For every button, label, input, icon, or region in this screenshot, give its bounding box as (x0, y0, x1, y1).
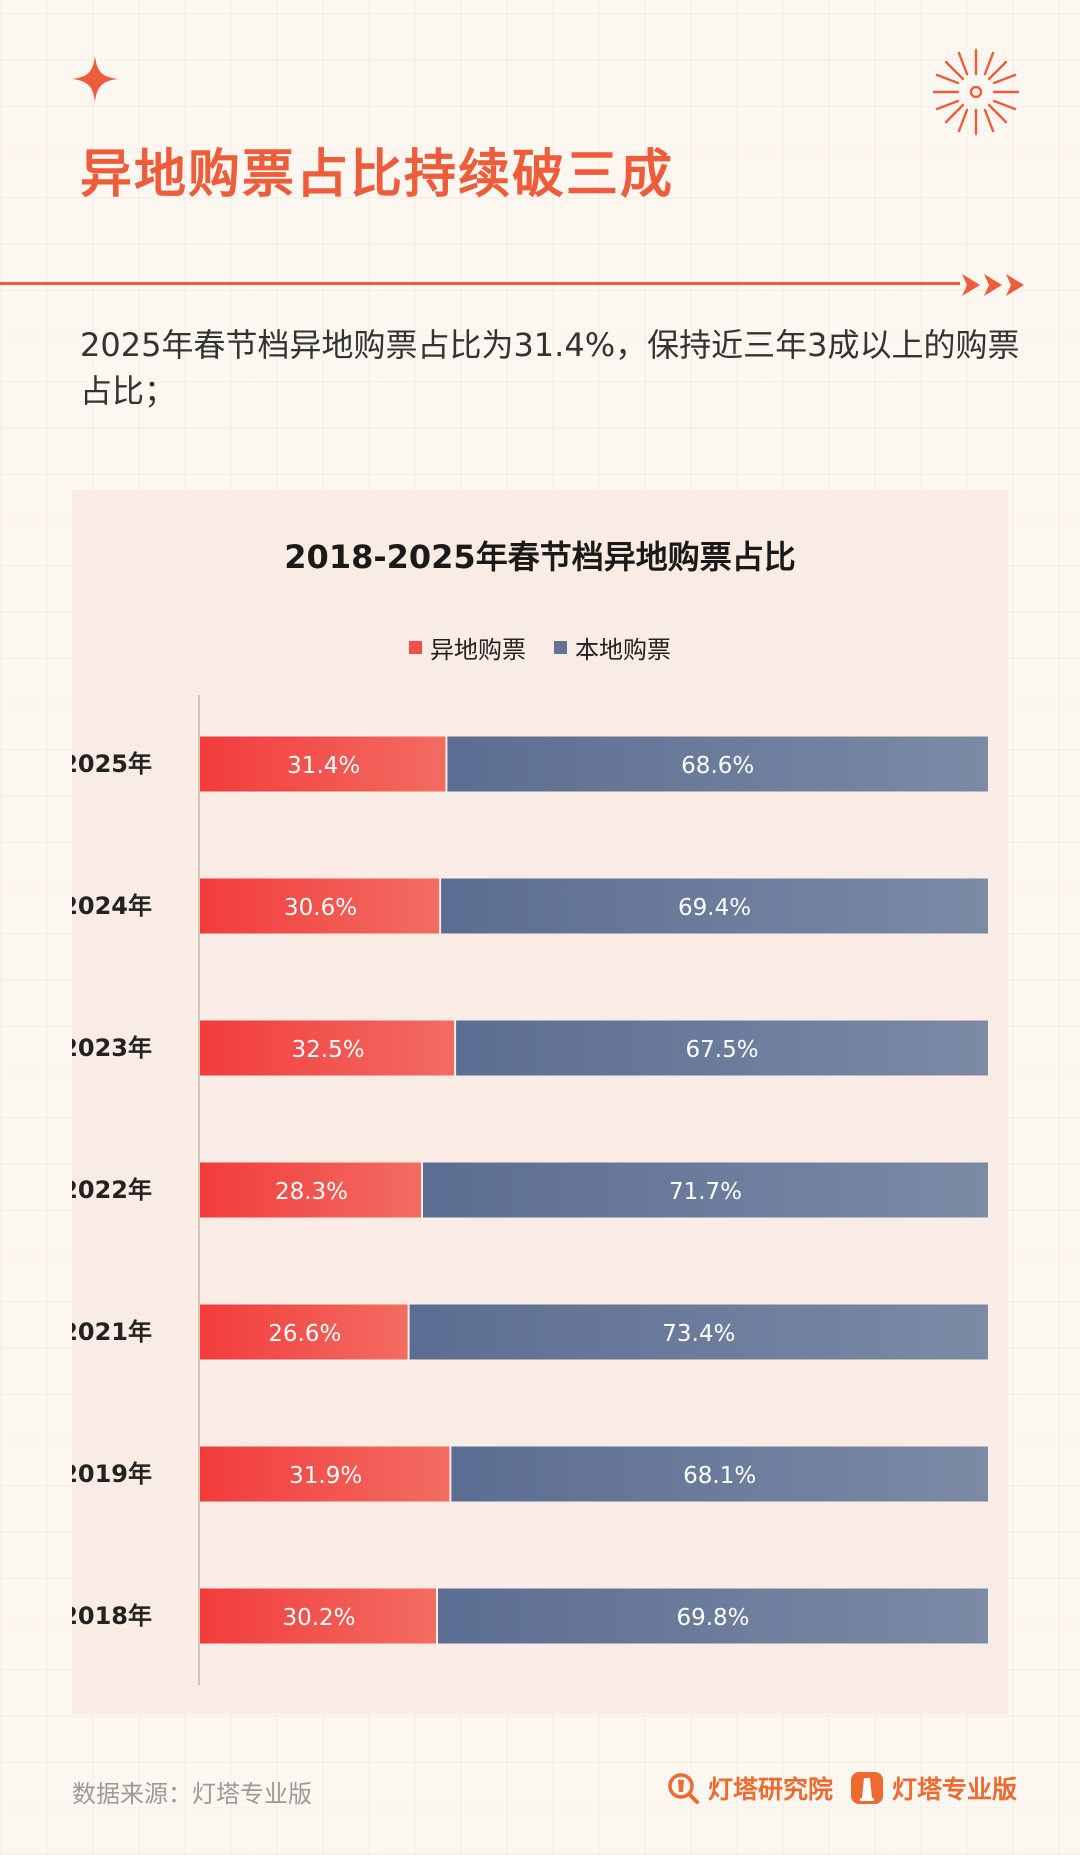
data-label-remote-3: 28.3% (275, 1179, 348, 1205)
y-tick-label-1: 2024年 (72, 892, 152, 920)
data-label-local-1: 69.4% (678, 895, 751, 921)
bar-remote-2 (200, 1020, 455, 1076)
y-tick-label-0: 2025年 (72, 750, 152, 778)
bar-remote-4 (200, 1304, 408, 1360)
brand-research-label: 灯塔研究院 (708, 1775, 834, 1804)
page-title: 异地购票占比持续破三成 (80, 145, 675, 205)
bar-local-2 (456, 1020, 989, 1076)
sparkle-icon (72, 56, 118, 102)
chart-card: 2018-2025年春节档异地购票占比 异地购票 本地购票 2025年 31.4%… (72, 490, 1008, 1714)
bar-local-4 (409, 1304, 988, 1360)
data-label-local-6: 69.8% (676, 1605, 749, 1631)
bar-remote-1 (200, 878, 440, 934)
y-tick-label-3: 2022年 (72, 1176, 152, 1204)
legend-label-local: 本地购票 (575, 636, 671, 664)
data-label-local-4: 73.4% (662, 1321, 735, 1347)
firework-icon (932, 48, 1020, 136)
bar-local-6 (437, 1588, 988, 1644)
legend-swatch-remote (409, 641, 422, 654)
legend-item-remote: 异地购票 (409, 630, 526, 665)
chart-title: 2018-2025年春节档异地购票占比 (284, 538, 796, 576)
bar-remote-3 (200, 1162, 422, 1218)
brand-research-institute: 灯塔研究院 (666, 1770, 833, 1806)
brand-pro-label: 灯塔专业版 (892, 1775, 1018, 1804)
y-tick-label-4: 2021年 (72, 1318, 152, 1346)
data-label-remote-0: 31.4% (287, 753, 360, 779)
bar-remote-0 (200, 736, 446, 792)
description-text: 2025年春节档异地购票占比为31.4%，保持近三年3成以上的购票占比； (80, 326, 1020, 410)
header-divider (0, 282, 960, 285)
y-tick-label-5: 2019年 (72, 1460, 152, 1488)
lighthouse-pro-logo-icon (851, 1772, 883, 1804)
data-label-remote-5: 31.9% (289, 1463, 362, 1489)
triple-arrow-icon (962, 274, 1024, 296)
chart-legend: 异地购票 本地购票 (72, 630, 1008, 665)
bar-local-0 (447, 736, 988, 792)
lighthouse-research-logo-icon (668, 1773, 699, 1804)
legend-swatch-local (554, 641, 567, 654)
bar-local-5 (451, 1446, 988, 1502)
data-label-local-0: 68.6% (681, 753, 754, 779)
bar-local-3 (423, 1162, 988, 1218)
data-label-remote-4: 26.6% (268, 1321, 341, 1347)
y-tick-label-2: 2023年 (72, 1034, 152, 1062)
data-label-remote-1: 30.6% (284, 895, 357, 921)
stacked-bar-chart: 2025年 31.4% 68.6% 2024年 30.6% 69.4% 2023年 32.5%… (72, 695, 989, 1685)
bar-remote-6 (200, 1588, 436, 1644)
data-label-remote-2: 32.5% (292, 1037, 365, 1063)
data-label-local-5: 68.1% (683, 1463, 756, 1489)
bar-remote-5 (200, 1446, 450, 1502)
data-label-local-2: 67.5% (686, 1037, 759, 1063)
y-tick-label-6: 2018年 (72, 1602, 152, 1630)
data-source: 数据来源：灯塔专业版 (72, 1780, 312, 1808)
brand-pro-edition: 灯塔专业版 (850, 1770, 1017, 1806)
legend-item-local: 本地购票 (554, 630, 671, 665)
legend-label-remote: 异地购票 (430, 636, 526, 664)
bar-local-1 (441, 878, 988, 934)
data-label-local-3: 71.7% (669, 1179, 742, 1205)
data-label-remote-6: 30.2% (282, 1605, 355, 1631)
